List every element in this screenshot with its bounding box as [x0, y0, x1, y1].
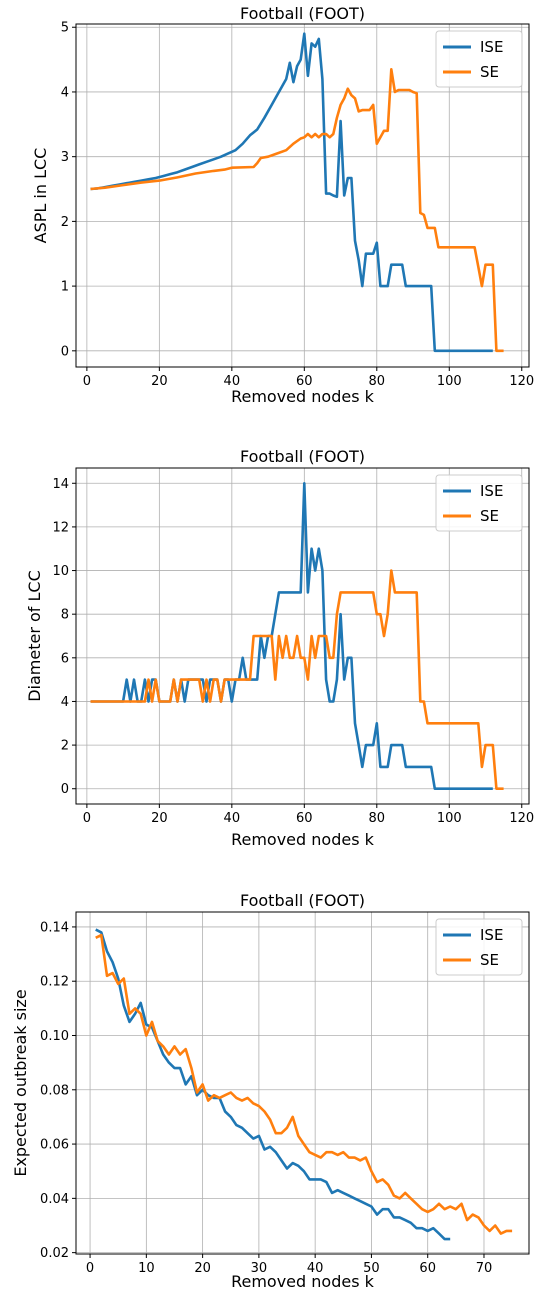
legend-label-ise: ISE: [480, 38, 503, 56]
legend-box: [435, 30, 523, 88]
y-tick-label: 12: [52, 520, 69, 535]
x-axis-title: Removed nodes k: [231, 830, 375, 849]
y-tick-label: 2: [61, 215, 69, 230]
y-tick-label: 4: [61, 85, 69, 100]
y-tick-label: 10: [52, 564, 69, 579]
legend: ISE SE: [435, 918, 523, 976]
y-tick-label: 0.08: [40, 1083, 69, 1098]
x-tick-label: 60: [296, 374, 313, 389]
x-tick-label: 40: [307, 1261, 324, 1276]
x-tick-label: 60: [419, 1261, 436, 1276]
plot-frame: [75, 23, 530, 368]
chart-outbreak: 0 10 20 30 40 50 60 70 0.02 0.04 0.06 0.08 0.10 0.12 0…: [11, 891, 530, 1291]
y-tick-label: 4: [61, 695, 69, 710]
x-tick-label: 100: [437, 811, 462, 826]
chart-title: Football (FOOT): [240, 4, 365, 23]
x-tick-label: 10: [138, 1261, 155, 1276]
x-tick-label: 120: [509, 811, 534, 826]
series-line-ise: [95, 928, 451, 1241]
y-tick-label: 6: [61, 651, 69, 666]
x-tick-label: 40: [224, 811, 241, 826]
y-tick-label: 1: [61, 280, 69, 295]
series-line-se: [90, 68, 504, 353]
x-tick-label: 70: [476, 1261, 493, 1276]
x-axis-title: Removed nodes k: [231, 1272, 375, 1291]
legend: ISE SE: [435, 474, 523, 532]
legend-label-se: SE: [480, 63, 499, 81]
y-tick-label: 0.04: [40, 1192, 69, 1207]
chart-aspl: 0 20 40 60 80 100 120 0 1 2 3 4 5 Football (FOOT) Remo…: [31, 4, 534, 406]
x-tick-label: 120: [509, 374, 534, 389]
legend-box: [435, 918, 523, 976]
x-tick-label: 40: [224, 374, 241, 389]
y-tick-label: 0.14: [40, 920, 69, 935]
series-line-ise: [90, 482, 493, 790]
x-tick-label: 0: [83, 374, 91, 389]
series-line-ise: [90, 32, 493, 353]
chart-diameter: 0 20 40 60 80 100 120 0 2 4 6 8 10 12 14 Football (FOOT…: [25, 447, 534, 849]
y-tick-label: 0.02: [40, 1246, 69, 1261]
x-tick-label: 80: [369, 811, 386, 826]
x-tick-label: 50: [363, 1261, 380, 1276]
series-line-se: [90, 569, 504, 790]
y-tick-label: 0: [61, 782, 69, 797]
y-tick-label: 5: [61, 21, 69, 36]
y-axis-title: ASPL in LCC: [31, 148, 50, 244]
series-line-se: [95, 933, 513, 1235]
y-tick-label: 2: [61, 739, 69, 754]
legend-label-ise: ISE: [480, 482, 503, 500]
chart-title: Football (FOOT): [240, 891, 365, 910]
x-tick-label: 20: [194, 1261, 211, 1276]
x-axis-title: Removed nodes k: [231, 387, 375, 406]
x-tick-label: 0: [83, 811, 91, 826]
y-axis-title: Expected outbreak size: [11, 989, 30, 1176]
y-tick-label: 0.12: [40, 975, 69, 990]
y-tick-label: 0.06: [40, 1138, 69, 1153]
x-tick-label: 60: [296, 811, 313, 826]
x-tick-label: 20: [151, 811, 168, 826]
plot-frame: [75, 911, 530, 1255]
x-tick-label: 100: [437, 374, 462, 389]
y-tick-label: 0.10: [40, 1029, 69, 1044]
y-tick-label: 3: [61, 150, 69, 165]
y-tick-label: 14: [52, 477, 69, 492]
x-tick-label: 0: [86, 1261, 94, 1276]
y-tick-label: 8: [61, 608, 69, 623]
x-tick-label: 80: [369, 374, 386, 389]
chart-title: Football (FOOT): [240, 447, 365, 466]
legend-label-se: SE: [480, 951, 499, 969]
legend-box: [435, 474, 523, 532]
x-tick-label: 30: [251, 1261, 268, 1276]
x-tick-label: 20: [151, 374, 168, 389]
y-axis-title: Diameter of LCC: [25, 570, 44, 702]
plot-frame: [75, 467, 530, 805]
legend-label-se: SE: [480, 507, 499, 525]
y-tick-label: 0: [61, 344, 69, 359]
legend-label-ise: ISE: [480, 926, 503, 944]
legend: ISE SE: [435, 30, 523, 88]
